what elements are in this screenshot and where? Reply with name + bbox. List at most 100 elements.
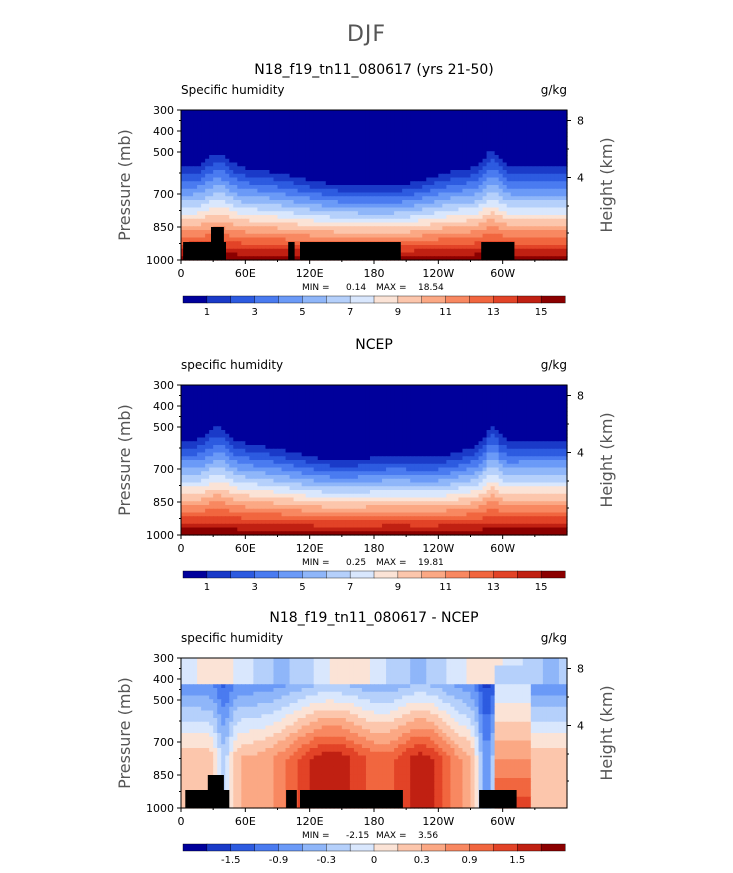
heatmap-cell (382, 418, 387, 424)
heatmap-cell (390, 128, 395, 134)
heatmap-cell (273, 400, 279, 405)
heatmap-cell (237, 143, 242, 149)
heatmap-cell (253, 248, 258, 254)
heatmap-cell (402, 158, 407, 164)
heatmap-cell (269, 136, 275, 141)
heatmap-cell (562, 155, 568, 160)
heatmap-cell (233, 128, 238, 134)
heatmap-cell (233, 418, 238, 424)
heatmap-cell (442, 147, 447, 152)
heatmap-cell (514, 400, 520, 405)
heatmap-cell (374, 132, 379, 137)
heatmap-cell (257, 248, 263, 254)
heatmap-cell (213, 125, 218, 130)
heatmap-cell (514, 151, 520, 156)
heatmap-cell (333, 185, 339, 190)
heatmap-cell (345, 117, 351, 122)
heatmap-cell (558, 158, 564, 164)
heatmap-cell (249, 422, 254, 427)
heatmap-cell (313, 222, 319, 227)
heatmap-cell (277, 166, 283, 171)
heatmap-cell (506, 110, 512, 115)
heatmap-cell (237, 181, 242, 186)
heatmap-cell (426, 422, 431, 427)
heatmap-cell (422, 170, 427, 175)
heatmap-cell (546, 241, 552, 246)
heatmap-cell (345, 211, 351, 216)
heatmap-cell (514, 252, 520, 257)
heatmap-cell (398, 218, 403, 224)
heatmap-cell (454, 203, 460, 209)
heatmap-cell (337, 215, 343, 220)
heatmap-cell (309, 110, 315, 115)
heatmap-cell (189, 185, 194, 190)
heatmap-cell (201, 392, 206, 397)
heatmap-cell (261, 143, 267, 149)
heatmap-cell (550, 181, 556, 186)
heatmap-cell (482, 177, 488, 182)
heatmap-cell (241, 396, 246, 401)
heatmap-cell (518, 196, 524, 201)
heatmap-cell (494, 403, 500, 409)
heatmap-cell (333, 203, 339, 209)
heatmap-cell (514, 162, 520, 167)
heatmap-cell (490, 181, 496, 186)
heatmap-cell (518, 136, 524, 141)
heatmap-cell (526, 222, 532, 227)
heatmap-cell (474, 203, 480, 209)
heatmap-cell (201, 140, 206, 145)
heatmap-cell (201, 151, 206, 156)
heatmap-cell (213, 415, 218, 420)
heatmap-cell (273, 132, 279, 137)
colorbar-label: 7 (347, 307, 353, 318)
heatmap-cell (490, 155, 496, 160)
heatmap-cell (534, 233, 540, 239)
heatmap-cell (309, 415, 315, 420)
heatmap-cell (333, 385, 339, 390)
heatmap-cell (365, 132, 371, 137)
heatmap-cell (357, 407, 363, 412)
heatmap-cell (402, 203, 407, 209)
heatmap-cell (333, 215, 339, 220)
heatmap-cell (189, 418, 194, 424)
heatmap-cell (181, 392, 186, 397)
heatmap-cell (518, 113, 524, 119)
heatmap-cell (462, 121, 468, 126)
heatmap-cell (450, 185, 456, 190)
heatmap-cell (478, 143, 484, 149)
heatmap-cell (506, 207, 512, 212)
heatmap-cell (418, 233, 423, 239)
heatmap-cell (321, 147, 327, 152)
heatmap-cell (197, 188, 202, 194)
heatmap-cell (386, 215, 391, 220)
heatmap-cell (181, 162, 186, 167)
heatmap-cell (394, 147, 399, 152)
heatmap-cell (233, 113, 238, 119)
heatmap-cell (502, 166, 508, 171)
heatmap-cell (237, 128, 242, 134)
heatmap-cell (414, 200, 419, 205)
heatmap-cell (365, 185, 371, 190)
heatmap-cell (349, 400, 355, 405)
heatmap-cell (241, 233, 246, 239)
heatmap-cell (281, 411, 287, 416)
heatmap-cell (265, 143, 271, 149)
heatmap-cell (490, 203, 496, 209)
heatmap-cell (538, 233, 544, 239)
heatmap-cell (446, 125, 451, 130)
heatmap-cell (241, 222, 246, 227)
heatmap-cell (470, 392, 476, 397)
heatmap-cell (189, 385, 194, 390)
heatmap-cell (309, 113, 315, 119)
heatmap-cell (442, 418, 447, 424)
heatmap-cell (277, 233, 283, 239)
heatmap-cell (257, 230, 263, 235)
heatmap-cell (546, 218, 552, 224)
heatmap-cell (229, 121, 234, 126)
heatmap-cell (530, 151, 536, 156)
heatmap-cell (430, 415, 435, 420)
heatmap-cell (426, 252, 431, 257)
heatmap-cell (510, 418, 516, 424)
heatmap-cell (277, 185, 283, 190)
heatmap-cell (490, 158, 496, 164)
